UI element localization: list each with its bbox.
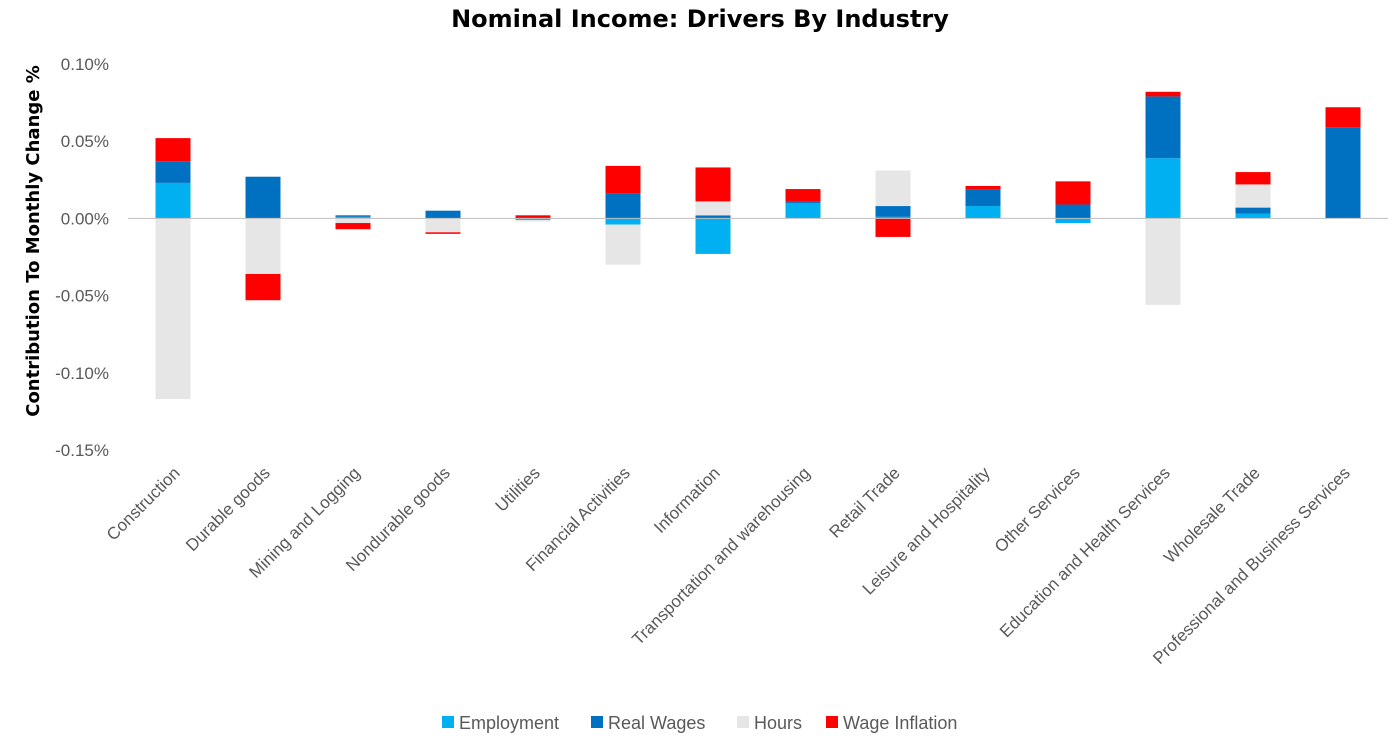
- legend-label: Hours: [754, 713, 802, 733]
- bar-hours: [605, 224, 641, 265]
- bar-hours: [335, 218, 371, 224]
- category-label: Education and Health Services: [996, 463, 1174, 641]
- category-label: Construction: [103, 463, 184, 544]
- bar-wage-inflation: [425, 232, 461, 234]
- bar-wage-inflation: [515, 215, 551, 219]
- legend-label: Real Wages: [608, 713, 705, 733]
- bar-wage-inflation: [605, 165, 641, 194]
- y-tick-label: -0.10%: [55, 364, 109, 383]
- category-label: Other Services: [991, 463, 1084, 556]
- bar-hours: [245, 218, 281, 274]
- bar-employment: [965, 206, 1001, 219]
- category-label: Information: [650, 463, 724, 537]
- legend-swatch: [442, 716, 454, 728]
- category-label: Professional and Business Services: [1149, 463, 1354, 668]
- category-label: Transportation and warehousing: [628, 463, 813, 648]
- y-tick-label: -0.05%: [55, 287, 109, 306]
- bar-wage-inflation: [1145, 91, 1181, 97]
- y-tick-label: 0.10%: [61, 55, 109, 74]
- bar-wage-inflation: [875, 218, 911, 237]
- bar-employment: [1235, 213, 1271, 219]
- legend-label: Wage Inflation: [843, 713, 957, 733]
- bar-real-wages: [155, 161, 191, 183]
- bar-wage-inflation: [1235, 172, 1271, 185]
- bar-wage-inflation: [155, 138, 191, 162]
- bars: [155, 91, 1361, 400]
- bar-employment: [695, 218, 731, 254]
- legend-swatch: [826, 716, 838, 728]
- y-axis-label: Contribution To Monthly Change %: [23, 65, 44, 417]
- bar-employment: [875, 216, 911, 219]
- bar-hours: [515, 219, 551, 222]
- bar-wage-inflation: [965, 185, 1001, 190]
- bar-real-wages: [695, 215, 731, 219]
- bar-real-wages: [785, 201, 821, 203]
- bar-real-wages: [875, 206, 911, 217]
- bar-employment: [515, 218, 551, 220]
- bar-employment: [1145, 158, 1181, 219]
- y-axis-ticks: 0.10% 0.05% 0.00% -0.05% -0.10% -0.15%: [55, 55, 109, 460]
- bar-real-wages: [425, 210, 461, 219]
- bar-wage-inflation: [1325, 107, 1361, 128]
- category-label: Retail Trade: [826, 463, 904, 541]
- bar-hours: [695, 201, 731, 216]
- bar-hours: [1145, 218, 1181, 305]
- bar-hours: [1235, 184, 1271, 208]
- bar-hours: [875, 170, 911, 207]
- bar-employment: [785, 202, 821, 219]
- bar-real-wages: [245, 176, 281, 219]
- bar-wage-inflation: [245, 273, 281, 301]
- legend-swatch: [737, 716, 749, 728]
- y-tick-label: 0.05%: [61, 132, 109, 151]
- bar-wage-inflation: [335, 223, 371, 230]
- bar-real-wages: [1145, 96, 1181, 159]
- chart-title: Nominal Income: Drivers By Industry: [451, 5, 949, 33]
- legend-label: Employment: [459, 713, 559, 733]
- bar-hours: [425, 218, 461, 233]
- bar-real-wages: [965, 189, 1001, 207]
- bar-employment: [155, 182, 191, 219]
- bar-real-wages: [1325, 127, 1361, 219]
- bar-real-wages: [605, 193, 641, 219]
- bar-employment: [605, 218, 641, 225]
- bar-real-wages: [1055, 204, 1091, 219]
- bar-employment: [335, 216, 371, 219]
- category-label: Utilities: [492, 463, 544, 515]
- y-tick-label: 0.00%: [61, 209, 109, 228]
- legend: Employment Real Wages Hours Wage Inflation: [442, 713, 957, 733]
- bar-wage-inflation: [785, 189, 821, 202]
- bar-hours: [155, 218, 191, 400]
- bar-real-wages: [1235, 207, 1271, 214]
- bar-wage-inflation: [1055, 181, 1091, 205]
- category-label: Wholesale Trade: [1160, 463, 1264, 567]
- category-label: Durable goods: [182, 463, 274, 555]
- legend-swatch: [591, 716, 603, 728]
- bar-real-wages: [335, 215, 371, 217]
- bar-employment: [1055, 218, 1091, 224]
- bar-wage-inflation: [695, 167, 731, 202]
- y-tick-label: -0.15%: [55, 441, 109, 460]
